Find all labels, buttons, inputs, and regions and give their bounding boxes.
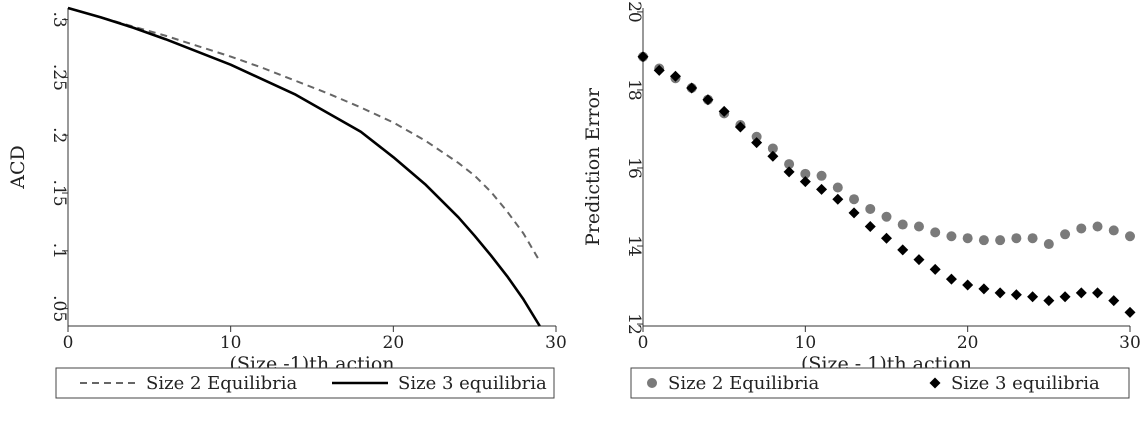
data-point-diamond (962, 279, 974, 291)
legend-box (55, 367, 555, 399)
series-line-1 (67, 7, 541, 262)
data-point-circle (1011, 233, 1022, 244)
legend-box (630, 367, 1130, 399)
y-tick-label: .1 (49, 243, 69, 259)
x-tick-label: 10 (795, 333, 817, 353)
data-point-circle (849, 194, 860, 205)
data-point-diamond (832, 193, 844, 205)
data-point-diamond (945, 273, 957, 285)
data-point-diamond (978, 283, 990, 295)
y-tick-label: 16 (624, 157, 644, 179)
data-point-circle (913, 221, 924, 232)
legend-label: Size 3 equilibria (951, 373, 1100, 394)
data-point-diamond (669, 70, 681, 82)
data-point-circle (865, 203, 876, 214)
data-point-diamond (1043, 295, 1055, 307)
data-point-circle (767, 143, 778, 154)
data-point-circle (897, 219, 908, 230)
data-point-circle (1043, 239, 1054, 250)
y-axis-title: ACD (7, 145, 29, 190)
y-tick-label: 18 (624, 79, 644, 101)
data-point-circle (832, 182, 843, 193)
data-point-diamond (799, 176, 811, 188)
legend-marker-circle (647, 378, 657, 388)
data-point-circle (1076, 223, 1087, 234)
data-point-diamond (816, 183, 828, 195)
data-point-diamond (653, 64, 665, 76)
series-line-2 (67, 6, 541, 327)
data-point-diamond (783, 166, 795, 178)
data-point-diamond (929, 263, 941, 275)
data-point-diamond (718, 105, 730, 117)
acd-line-chart: 0 10 20 30.05.1.15.2.25.3(Size -1)th action… (7, 6, 567, 399)
x-tick-label: 20 (957, 333, 979, 353)
data-point-diamond (734, 121, 746, 133)
data-point-diamond (848, 207, 860, 219)
y-tick-label: 12 (624, 313, 644, 335)
data-point-circle (784, 159, 795, 170)
legend-label: Size 2 Equilibria (146, 373, 298, 394)
data-point-diamond (1124, 306, 1136, 318)
y-axis-title: Prediction Error (582, 87, 604, 246)
y-tick-label: .3 (49, 11, 69, 27)
data-point-diamond (1075, 287, 1087, 299)
data-point-circle (1092, 221, 1103, 232)
y-tick-label: 20 (624, 1, 644, 23)
y-tick-label: .15 (49, 179, 69, 206)
data-point-diamond (686, 82, 698, 94)
data-point-diamond (767, 150, 779, 162)
data-point-diamond (881, 232, 892, 244)
data-point-diamond (897, 244, 909, 256)
y-tick-label: .2 (49, 127, 69, 143)
x-tick-label: 0 (638, 333, 649, 353)
legend-marker-diamond (929, 377, 941, 389)
data-point-diamond (1092, 287, 1104, 299)
x-tick-label: 30 (545, 333, 567, 353)
y-tick-label: .25 (49, 64, 69, 91)
data-point-circle (1125, 231, 1135, 242)
legend-label: Size 2 Equilibria (668, 373, 820, 394)
data-point-circle (978, 235, 989, 246)
x-tick-label: 30 (1119, 333, 1141, 353)
data-point-diamond (1059, 291, 1071, 303)
data-point-circle (1060, 229, 1071, 240)
data-point-circle (816, 170, 827, 181)
x-tick-label: 0 (63, 333, 74, 353)
data-point-circle (751, 131, 762, 142)
data-point-diamond (751, 137, 763, 149)
data-point-diamond (864, 221, 876, 233)
data-point-circle (800, 168, 811, 179)
data-point-circle (995, 235, 1006, 246)
data-point-diamond (702, 94, 714, 106)
data-point-circle (881, 211, 892, 222)
data-point-diamond (637, 51, 649, 63)
data-point-diamond (1010, 289, 1022, 301)
data-point-circle (946, 231, 957, 242)
data-point-diamond (994, 287, 1006, 299)
y-tick-label: 14 (624, 235, 644, 257)
x-tick-label: 20 (383, 333, 405, 353)
x-tick-label: 10 (220, 333, 242, 353)
data-point-diamond (913, 254, 925, 266)
data-point-circle (1108, 225, 1119, 236)
data-point-circle (1027, 233, 1038, 244)
y-tick-label: .05 (49, 295, 69, 322)
data-point-circle (962, 233, 973, 244)
data-point-diamond (1027, 291, 1039, 303)
data-point-diamond (1108, 295, 1120, 307)
legend-label: Size 3 equilibria (398, 373, 547, 394)
data-point-circle (930, 227, 941, 238)
